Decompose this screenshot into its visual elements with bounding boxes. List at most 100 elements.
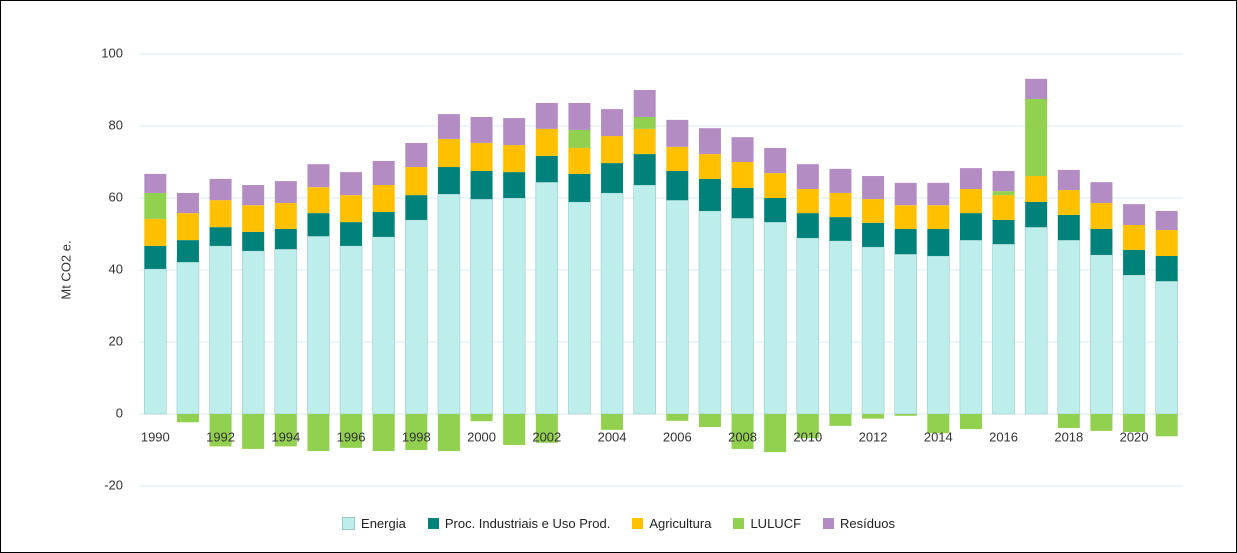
bar-segment xyxy=(307,414,330,452)
bar-segment xyxy=(633,128,656,155)
bar-segment xyxy=(1025,201,1048,228)
bar-segment xyxy=(1090,414,1113,431)
y-tick-label: 60 xyxy=(109,189,123,204)
bar-segment xyxy=(372,160,395,186)
bar-segment xyxy=(633,154,656,186)
bar-segment xyxy=(666,119,689,147)
bar-segment xyxy=(340,222,363,246)
bar-segment xyxy=(535,414,558,443)
bar-segment xyxy=(698,128,721,155)
bar-segment xyxy=(209,245,232,415)
legend-item: Agricultura xyxy=(632,516,711,531)
bar-segment xyxy=(861,246,885,415)
bar-segment xyxy=(829,414,852,426)
legend-label: Energia xyxy=(361,516,406,531)
bar-segment xyxy=(503,172,526,198)
bar-segment xyxy=(339,245,363,415)
bar-segment xyxy=(633,117,656,129)
bar-segment xyxy=(241,250,265,415)
bar-segment xyxy=(437,414,460,452)
legend-item: Resíduos xyxy=(823,516,895,531)
bar-segment xyxy=(992,191,1015,196)
bar-segment xyxy=(340,172,363,196)
bar-segment xyxy=(274,228,297,250)
legend-item: Proc. Industriais e Uso Prod. xyxy=(427,516,610,531)
bar-segment xyxy=(796,189,819,214)
bar-segment xyxy=(568,201,591,415)
x-tick-label: 2010 xyxy=(793,429,822,444)
bar-segment xyxy=(176,192,199,214)
bar-segment xyxy=(470,117,493,143)
bar-segment xyxy=(764,198,787,223)
legend-item: LULUCF xyxy=(733,516,801,531)
bar-segment xyxy=(503,145,526,173)
bar-segment xyxy=(307,187,330,214)
bar-segment xyxy=(144,268,167,415)
legend-label: LULUCF xyxy=(750,516,802,531)
bar-segment xyxy=(568,147,591,174)
bar-segment xyxy=(470,171,493,200)
bar-segment xyxy=(698,210,722,415)
bar-segment xyxy=(601,109,624,137)
bar-segment xyxy=(242,231,265,251)
bar-segment xyxy=(633,184,656,415)
bar-segment xyxy=(405,167,428,196)
bar-segment xyxy=(894,228,917,255)
bar-segment xyxy=(470,142,493,171)
bar-segment xyxy=(1025,99,1048,177)
bar-segment xyxy=(372,185,395,213)
bar-segment xyxy=(763,221,787,415)
bar-segment xyxy=(862,414,885,419)
bar-segment xyxy=(1057,169,1080,191)
bar-segment xyxy=(601,136,624,164)
bar-segment xyxy=(437,193,461,415)
bar-segment xyxy=(340,195,363,223)
bar-segment xyxy=(698,154,721,179)
bar-segment xyxy=(405,414,428,450)
legend-swatch xyxy=(823,518,835,529)
bar-segment xyxy=(927,182,950,206)
bar-segment xyxy=(764,147,787,174)
bar-segment xyxy=(666,171,689,201)
bar-segment xyxy=(209,414,232,447)
bar-segment xyxy=(1057,214,1080,241)
x-tick-label: 2008 xyxy=(728,429,757,444)
bar-segment xyxy=(176,240,199,263)
bar-segment xyxy=(894,205,917,229)
bar-segment xyxy=(601,163,624,193)
bar-segment xyxy=(242,185,265,206)
x-tick-label: 2004 xyxy=(598,429,627,444)
bar-segment xyxy=(927,255,950,415)
bar-segment xyxy=(503,414,526,445)
bar-segment xyxy=(274,203,297,229)
y-tick-label: 100 xyxy=(101,45,123,60)
bar-segment xyxy=(307,235,330,415)
bar-segment xyxy=(144,245,167,269)
bar-segment xyxy=(307,164,330,188)
bar-segment xyxy=(274,414,297,447)
x-tick-label: 2012 xyxy=(859,429,888,444)
bar-segment xyxy=(992,171,1015,192)
legend-swatch xyxy=(733,518,745,529)
bar-segment xyxy=(992,243,1015,415)
chart: Mt CO2 e. -20 0 20 40 60 80 100 1990 1992 1994 199… xyxy=(58,45,1183,492)
bar-segment xyxy=(764,173,787,198)
bar-segment xyxy=(1025,176,1048,202)
bar-segment xyxy=(340,414,363,448)
bar-segment xyxy=(894,414,917,416)
bar-segment xyxy=(568,102,591,130)
bar-segment xyxy=(1122,274,1146,415)
bar-segment xyxy=(502,197,526,415)
bar-segment xyxy=(829,240,852,415)
bar-segment xyxy=(731,187,754,219)
bar-segment xyxy=(274,248,298,415)
bar-segment xyxy=(829,168,852,193)
bar-segment xyxy=(666,199,689,415)
bar-segment xyxy=(535,181,559,415)
x-tick-label: 1990 xyxy=(141,429,170,444)
bar-segment xyxy=(992,195,1015,220)
bar-segment xyxy=(144,192,167,219)
bar-segment xyxy=(1057,239,1081,415)
bar-segment xyxy=(372,236,395,415)
